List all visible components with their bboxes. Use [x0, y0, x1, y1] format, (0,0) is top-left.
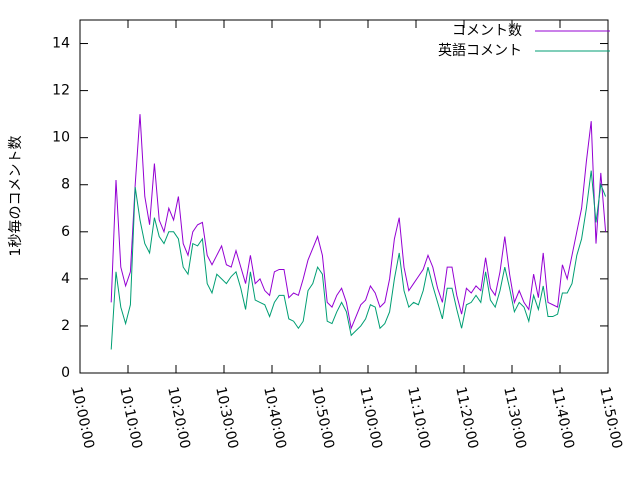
series-line: [110, 114, 607, 331]
y-tick-label: 4: [61, 271, 70, 287]
legend-label: コメント数: [452, 23, 522, 39]
y-axis-label: 1秒毎のコメント数: [8, 136, 24, 257]
y-tick-label: 2: [61, 318, 70, 334]
y-tick-label: 12: [52, 83, 70, 99]
series-line: [110, 170, 607, 350]
y-tick-label: 8: [61, 177, 70, 193]
plot-border: [79, 19, 609, 374]
y-tick-label: 6: [61, 224, 70, 240]
legend-label: 英語コメント: [438, 42, 522, 59]
y-tick-label: 10: [52, 130, 70, 146]
y-tick-label: 0: [61, 365, 70, 381]
y-tick-label: 14: [52, 36, 70, 52]
